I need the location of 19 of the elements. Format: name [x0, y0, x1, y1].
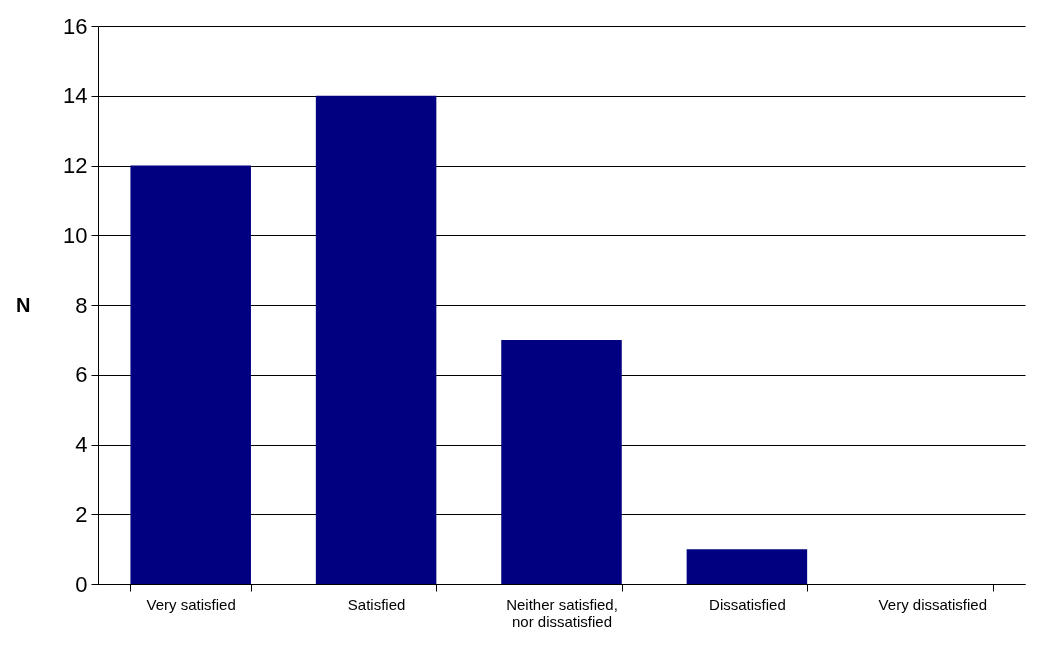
- y-axis-title: N: [16, 293, 31, 316]
- bar: [686, 549, 808, 584]
- y-tick-label: 16: [63, 13, 88, 39]
- bar: [130, 165, 251, 584]
- x-tick-label: Very dissatisfied: [878, 595, 987, 613]
- y-tick-label: 10: [63, 222, 88, 248]
- y-tick-label: 12: [63, 153, 88, 178]
- y-tick-label: 8: [75, 292, 88, 318]
- bar: [315, 95, 437, 584]
- x-tick-label: Very satisfied: [146, 595, 236, 613]
- x-tick-label: Neither satisfied, nor dissatisfied: [506, 595, 618, 630]
- y-tick-label: 14: [63, 83, 88, 109]
- y-tick-label: 0: [75, 571, 88, 597]
- y-tick-label: 2: [75, 501, 88, 527]
- bar: [501, 339, 622, 584]
- y-tick-label: 4: [75, 432, 88, 457]
- y-tick-label: 6: [75, 362, 88, 388]
- x-tick-label: Satisfied: [347, 595, 406, 613]
- x-tick-label: Dissatisfied: [709, 595, 786, 613]
